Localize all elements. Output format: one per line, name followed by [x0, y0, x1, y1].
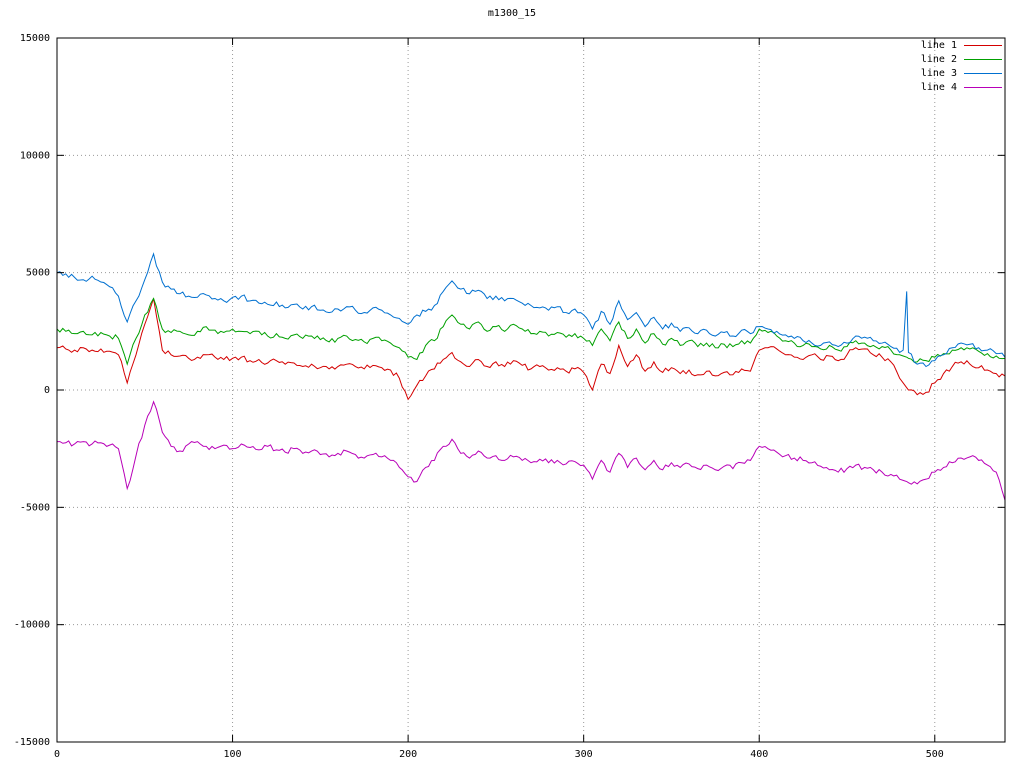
axes	[56, 37, 1006, 743]
legend-line-sample-line4	[964, 87, 1002, 88]
series-line-2	[57, 297, 1005, 366]
legend-label-line4: line 4	[920, 82, 957, 93]
y-tick-label: 5000	[26, 268, 50, 279]
x-tick-label: 200	[399, 749, 417, 760]
legend-line-sample-line1	[964, 45, 1002, 46]
legend-line-sample-line2	[964, 59, 1002, 60]
legend: line 1 line 2 line 3 line 4	[921, 40, 1002, 93]
y-tick-label: -15000	[14, 737, 50, 748]
y-tick-label: -5000	[20, 502, 50, 513]
x-tick-label: 300	[575, 749, 593, 760]
legend-label-line1: line 1	[920, 40, 957, 51]
legend-entry-line3: line 3	[921, 68, 1002, 79]
y-tick-label: 0	[44, 385, 50, 396]
series-line-1	[57, 298, 1005, 401]
y-tick-label: 10000	[20, 150, 50, 161]
x-tick-label: 0	[54, 749, 60, 760]
y-tick-label: 15000	[20, 33, 50, 44]
y-tick-label: -10000	[14, 620, 50, 631]
data-series	[57, 252, 1005, 501]
legend-label-line3: line 3	[920, 68, 957, 79]
legend-entry-line4: line 4	[921, 82, 1002, 93]
grid-lines	[56, 37, 1005, 743]
legend-entry-line1: line 1	[921, 40, 1002, 51]
series-line-3	[57, 252, 1005, 368]
x-tick-label: 100	[224, 749, 242, 760]
legend-label-line2: line 2	[920, 54, 957, 65]
x-tick-label: 500	[926, 749, 944, 760]
legend-line-sample-line3	[964, 73, 1002, 74]
x-tick-label: 400	[750, 749, 768, 760]
legend-entry-line2: line 2	[921, 54, 1002, 65]
chart-title: m1300_15	[487, 8, 537, 19]
tick-labels: 0 100 200 300 400 500 -15000 -10000 -5000 0 5000 10…	[14, 33, 944, 760]
series-line-4	[57, 400, 1005, 501]
